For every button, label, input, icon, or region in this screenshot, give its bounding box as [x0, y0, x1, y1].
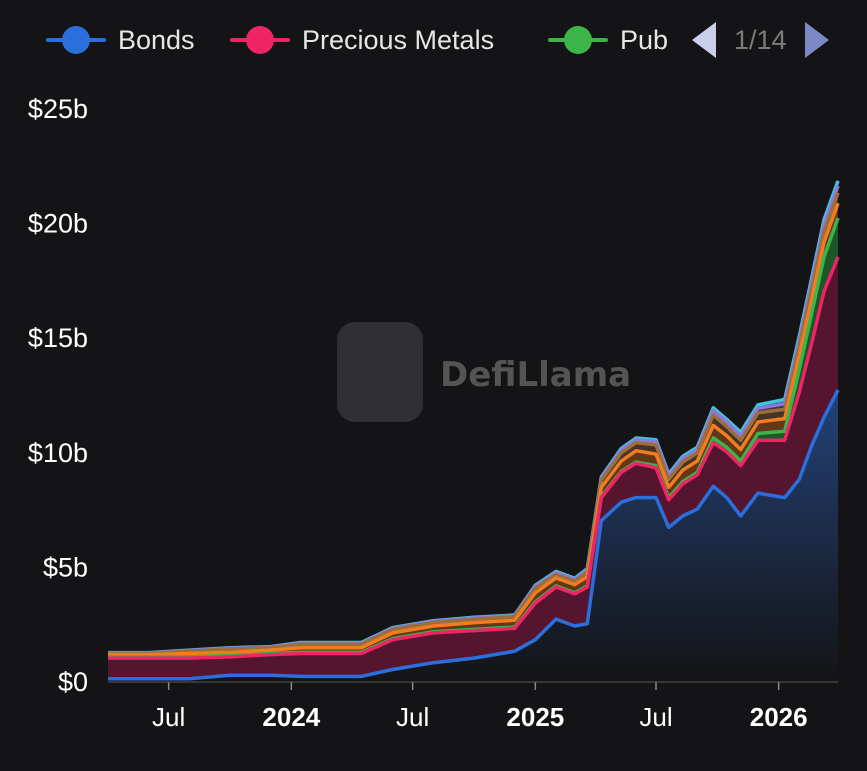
legend-page-indicator: 1/14: [734, 24, 787, 55]
legend-item-bonds[interactable]: Bonds: [44, 18, 195, 62]
legend-item-pub[interactable]: Pub: [546, 18, 668, 62]
watermark: DefiLlama: [337, 322, 631, 422]
y-axis: $0 $5b $10b $15b $20b $25b: [28, 94, 88, 697]
y-tick-label: $15b: [28, 323, 88, 353]
series-lines: [108, 180, 840, 681]
x-tick-label: 2026: [750, 702, 808, 732]
y-tick-label: $20b: [28, 209, 88, 239]
legend-item-precious-metals[interactable]: Precious Metals: [228, 18, 494, 62]
legend-dot-pub: [564, 26, 592, 54]
legend-dot-bonds: [62, 26, 90, 54]
next-page-icon[interactable]: [804, 22, 829, 58]
x-tick-label: Jul: [152, 702, 185, 732]
x-tick-label: Jul: [639, 702, 672, 732]
legend-dot-precious-metals: [246, 26, 274, 54]
x-tick-label: 2024: [262, 702, 320, 732]
x-tick-label: Jul: [396, 702, 429, 732]
area-bonds: [108, 389, 838, 681]
line-bonds: [108, 389, 840, 681]
legend-label-bonds: Bonds: [118, 24, 195, 55]
y-tick-label: $5b: [43, 552, 88, 582]
legend-swatch-pub: [546, 18, 610, 62]
legend-label-pub: Pub: [620, 24, 669, 55]
y-tick-label: $0: [58, 667, 88, 697]
line-precious-metals: [108, 256, 840, 660]
y-tick-label: $25b: [28, 94, 88, 124]
y-tick-label: $10b: [28, 438, 88, 468]
prev-page-icon[interactable]: [692, 22, 716, 58]
x-tick-label: 2025: [506, 702, 564, 732]
x-axis: Jul 2024 Jul 2025 Jul 2026: [108, 681, 838, 732]
stacked-areas: [108, 180, 838, 681]
llama-logo-icon: [337, 322, 423, 422]
watermark-text: DefiLlama: [440, 355, 631, 395]
legend-swatch-precious-metals: [228, 18, 292, 62]
legend-swatch-bonds: [44, 18, 108, 62]
legend-pager: 1/14: [692, 18, 829, 62]
legend-label-precious-metals: Precious Metals: [302, 24, 495, 55]
chart-legend: Bonds Precious Metals Pub 1/14: [0, 0, 867, 80]
